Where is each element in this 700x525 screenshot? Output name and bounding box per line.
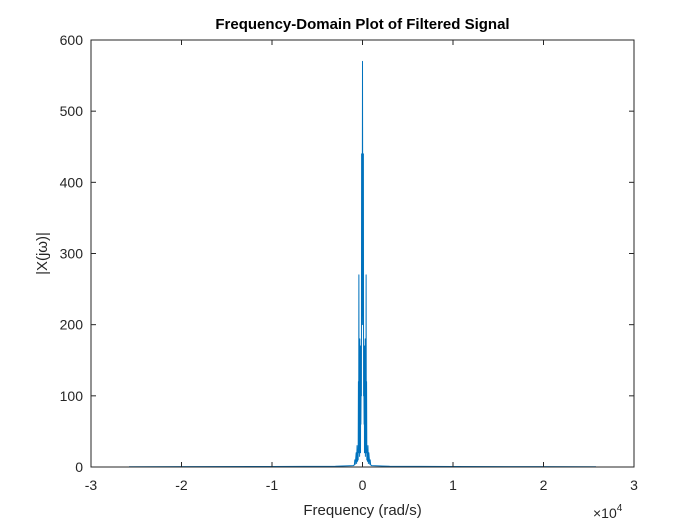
x-tick-label: 3	[630, 477, 638, 493]
series-line	[129, 60, 596, 468]
x-tick-label: -1	[266, 477, 279, 493]
series-layer	[129, 60, 596, 468]
x-tick-label: -3	[85, 477, 98, 493]
x-tick-label: -2	[175, 477, 188, 493]
x-tick-label: 1	[449, 477, 457, 493]
y-tick-label: 100	[60, 388, 84, 404]
x-tick-label: 2	[540, 477, 548, 493]
y-tick-label: 400	[60, 174, 84, 190]
y-axis-label: |X(jω)|	[34, 232, 51, 275]
ticks-layer: -3 -2 -1 0 1 2 3 0 100 200 300 400 500 600	[60, 32, 638, 493]
y-tick-label: 200	[60, 317, 84, 333]
y-tick-label: 300	[60, 246, 84, 262]
x-axis-exponent-power: 4	[617, 503, 623, 514]
y-tick-label: 500	[60, 103, 84, 119]
y-tick-label: 600	[60, 32, 84, 48]
x-axis-exponent: ×104	[593, 503, 623, 521]
x-axis-label: Frequency (rad/s)	[303, 502, 421, 519]
x-axis-exponent-base: ×10	[593, 505, 617, 521]
x-tick-label: 0	[359, 477, 367, 493]
chart-title: Frequency-Domain Plot of Filtered Signal	[215, 16, 509, 33]
y-tick-label: 0	[75, 459, 83, 475]
